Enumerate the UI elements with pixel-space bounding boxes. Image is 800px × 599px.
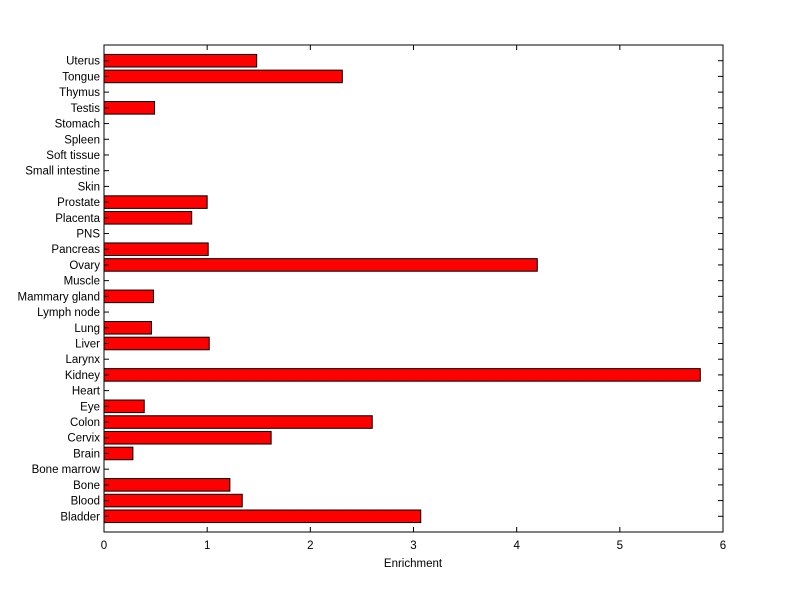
x-tick-label: 3 xyxy=(410,540,416,552)
y-tick-label: Prostate xyxy=(57,197,100,209)
y-tick-label: Heart xyxy=(72,386,101,398)
y-tick-label: Pancreas xyxy=(51,244,100,256)
bar-placenta xyxy=(103,211,193,225)
y-tick-label: PNS xyxy=(76,229,100,241)
y-tick-label: Lung xyxy=(74,323,100,335)
y-axis-ticks: Bladder Blood Bone Bone marrow Brain Cervix Co… xyxy=(18,56,723,523)
bar-cervix xyxy=(103,430,272,445)
y-tick-label: Larynx xyxy=(65,354,100,366)
y-tick-label: Brain xyxy=(73,448,100,460)
y-tick-label: Skin xyxy=(78,181,100,193)
y-tick-label: Liver xyxy=(75,338,100,350)
y-tick-label: Placenta xyxy=(55,213,100,225)
y-tick-label: Kidney xyxy=(65,370,100,382)
y-tick-label: Thymus xyxy=(59,87,100,99)
x-tick-label: 1 xyxy=(204,540,210,552)
bar-mammary-gland xyxy=(103,289,155,304)
x-tick-label: 2 xyxy=(307,540,313,552)
y-tick-label: Bladder xyxy=(60,511,100,523)
y-tick-label: Muscle xyxy=(64,276,100,288)
x-tick-label: 6 xyxy=(720,540,726,552)
bar-testis xyxy=(103,101,156,115)
y-tick-label: Uterus xyxy=(66,56,100,68)
y-tick-label: Lymph node xyxy=(37,307,100,319)
y-tick-label: Spleen xyxy=(64,134,100,146)
bar-colon xyxy=(103,415,373,429)
bar-bladder xyxy=(103,509,422,524)
y-tick-label: Bone marrow xyxy=(32,464,101,476)
bar-eye xyxy=(103,399,145,414)
plot-frame xyxy=(103,44,724,533)
y-tick-label: Bone xyxy=(73,480,100,492)
y-tick-label: Testis xyxy=(71,103,101,115)
x-tick-label: 0 xyxy=(101,540,107,552)
bar-lung xyxy=(103,320,152,335)
bar-bone xyxy=(103,478,231,492)
y-tick-label: Soft tissue xyxy=(46,150,100,162)
y-tick-label: Mammary gland xyxy=(18,291,100,303)
y-tick-label: Eye xyxy=(80,401,100,413)
y-tick-label: Cervix xyxy=(67,433,100,445)
y-tick-label: Tongue xyxy=(62,71,100,83)
x-tick-label: 4 xyxy=(513,540,520,552)
x-tick-label: 5 xyxy=(617,540,623,552)
bar-kidney xyxy=(103,368,701,382)
y-tick-label: Stomach xyxy=(55,119,100,131)
bar-uterus xyxy=(103,53,258,68)
y-tick-label: Colon xyxy=(70,417,100,429)
bar-pancreas xyxy=(103,242,209,257)
y-tick-label: Small intestine xyxy=(25,166,100,178)
y-tick-label: Ovary xyxy=(69,260,100,272)
x-axis-ticks: 0 1 2 3 4 5 6 xyxy=(101,45,726,552)
y-tick-label: Blood xyxy=(71,496,100,508)
bar-liver xyxy=(103,336,210,351)
x-axis-label: Enrichment xyxy=(384,558,443,570)
bar-tongue xyxy=(103,69,343,84)
bar-blood xyxy=(103,493,243,508)
bar-ovary xyxy=(103,258,538,272)
bar-prostate xyxy=(103,195,208,209)
